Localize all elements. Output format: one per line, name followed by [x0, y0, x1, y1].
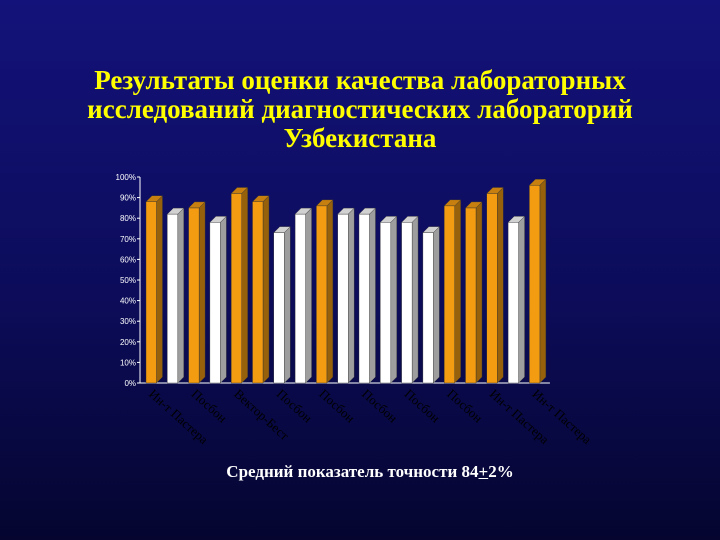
- average-accuracy-caption: Средний показатель точности 84+2%: [150, 462, 590, 482]
- x-tick-label: Посбон: [444, 386, 485, 425]
- y-tick-label: 40%: [120, 297, 136, 306]
- bar-side: [539, 178, 547, 384]
- bar-top: [294, 207, 313, 215]
- x-tick-label: Посбон: [402, 386, 443, 425]
- bar-top: [273, 226, 291, 233]
- y-tick-label: 70%: [120, 235, 136, 244]
- bar-top: [443, 199, 462, 207]
- bar-side: [284, 226, 291, 384]
- bar-top: [337, 207, 355, 215]
- bar: [380, 222, 391, 384]
- bar-side: [411, 215, 419, 384]
- bar-top: [188, 201, 206, 209]
- bar-top: [507, 216, 526, 223]
- y-tick-label: 50%: [120, 276, 136, 285]
- title-line-2: исследований диагностических лабораторий: [87, 94, 633, 124]
- y-tick-label: 100%: [116, 173, 136, 182]
- bar-side: [241, 186, 248, 384]
- bar-top: [379, 216, 398, 223]
- bar-side: [454, 199, 461, 384]
- average-accuracy-tolerance: 2%: [488, 462, 514, 481]
- plus-minus-sign: +: [478, 462, 489, 481]
- bar-side: [262, 195, 270, 384]
- bar-side: [326, 199, 334, 384]
- bar-side: [433, 226, 440, 384]
- title-line-3: Узбекистана: [283, 123, 437, 153]
- y-tick-label: 0%: [124, 379, 136, 388]
- bar: [465, 207, 477, 384]
- bar: [209, 222, 221, 384]
- bar: [230, 193, 242, 384]
- bar-side: [497, 186, 504, 384]
- y-tick-label: 30%: [120, 317, 136, 326]
- x-tick-label: Посбон: [274, 386, 315, 425]
- bar-side: [198, 201, 206, 384]
- bar-side: [518, 215, 525, 384]
- average-accuracy-text: Средний показатель точности 84: [226, 462, 479, 481]
- bar-top: [209, 216, 227, 223]
- bar-side: [220, 215, 227, 384]
- bar: [273, 232, 285, 384]
- bar: [444, 205, 455, 384]
- bar-top: [145, 195, 163, 202]
- bar-top: [528, 179, 547, 186]
- bar: [422, 232, 434, 384]
- bar-side: [348, 207, 355, 384]
- bar-side: [177, 207, 185, 384]
- x-tick-label: Посбон: [316, 386, 357, 425]
- bar: [188, 207, 200, 384]
- y-tick-label: 90%: [120, 194, 136, 203]
- x-tick-label: Посбон: [359, 386, 400, 425]
- bar: [486, 193, 498, 384]
- bar-top: [358, 207, 376, 215]
- bar-top: [401, 216, 419, 223]
- bar-top: [465, 201, 483, 209]
- bar-top: [315, 199, 334, 207]
- bar-side: [390, 215, 397, 384]
- bar: [358, 213, 370, 384]
- bar: [294, 213, 306, 384]
- bar-side: [369, 207, 376, 384]
- title-line-1: Результаты оценки качества лабораторных: [94, 65, 626, 95]
- bar-side: [156, 195, 163, 384]
- bar-top: [252, 195, 270, 202]
- y-tick-label: 60%: [120, 255, 136, 264]
- bar-side: [305, 207, 312, 384]
- x-tick-label: Посбон: [189, 386, 230, 425]
- bar-top: [166, 207, 185, 215]
- bar: [337, 213, 349, 384]
- bar: [316, 205, 328, 384]
- slide-title: Результаты оценки качества лабораторных …: [40, 66, 680, 153]
- y-tick-label: 80%: [120, 214, 136, 223]
- bar-top: [422, 226, 440, 233]
- bar-top: [230, 187, 249, 194]
- y-tick-label: 20%: [120, 338, 136, 347]
- bar-side: [475, 201, 483, 384]
- bar: [252, 201, 264, 384]
- bar: [507, 222, 519, 384]
- y-tick-label: 10%: [120, 358, 136, 367]
- bar: [167, 213, 179, 384]
- bar: [145, 201, 157, 384]
- bar-top: [486, 187, 504, 194]
- bar: [529, 185, 541, 384]
- bar: [401, 222, 413, 384]
